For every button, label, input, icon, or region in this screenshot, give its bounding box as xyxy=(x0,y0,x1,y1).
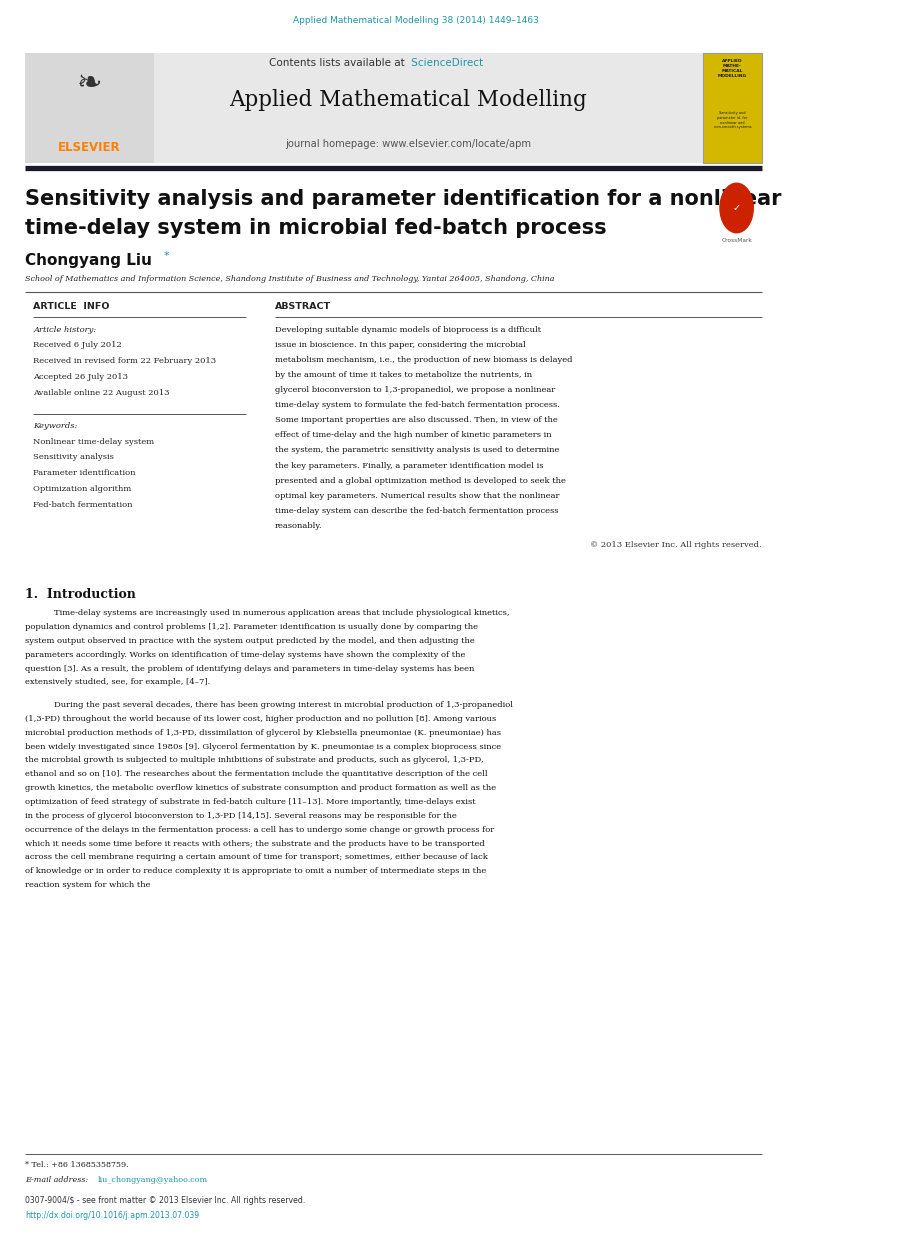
Text: Optimization algorithm: Optimization algorithm xyxy=(34,485,132,493)
Text: issue in bioscience. In this paper, considering the microbial: issue in bioscience. In this paper, cons… xyxy=(275,340,525,349)
Text: ScienceDirect: ScienceDirect xyxy=(408,58,483,68)
Text: system output observed in practice with the system output predicted by the model: system output observed in practice with … xyxy=(25,636,474,645)
Text: across the cell membrane requiring a certain amount of time for transport; somet: across the cell membrane requiring a cer… xyxy=(25,853,488,862)
Text: Contents lists available at: Contents lists available at xyxy=(268,58,408,68)
FancyBboxPatch shape xyxy=(703,53,762,163)
Text: optimization of feed strategy of substrate in fed-batch culture [11–13]. More im: optimization of feed strategy of substra… xyxy=(25,799,475,806)
Text: Sensitivity analysis: Sensitivity analysis xyxy=(34,453,114,462)
Text: presented and a global optimization method is developed to seek the: presented and a global optimization meth… xyxy=(275,477,566,484)
Text: Some important properties are also discussed. Then, in view of the: Some important properties are also discu… xyxy=(275,416,558,425)
Text: reasonably.: reasonably. xyxy=(275,522,322,530)
Text: Developing suitable dynamic models of bioprocess is a difficult: Developing suitable dynamic models of bi… xyxy=(275,326,541,333)
Text: Fed-batch fermentation: Fed-batch fermentation xyxy=(34,501,132,509)
Text: 1.  Introduction: 1. Introduction xyxy=(25,588,136,602)
Text: Applied Mathematical Modelling: Applied Mathematical Modelling xyxy=(229,89,587,111)
Text: Chongyang Liu: Chongyang Liu xyxy=(25,253,151,267)
Text: APPLIED
MATHE-
MATICAL
MODELLING: APPLIED MATHE- MATICAL MODELLING xyxy=(718,59,747,78)
Text: ethanol and so on [10]. The researches about the fermentation include the quanti: ethanol and so on [10]. The researches a… xyxy=(25,770,488,779)
Text: effect of time-delay and the high number of kinetic parameters in: effect of time-delay and the high number… xyxy=(275,431,551,439)
Text: microbial production methods of 1,3-PD, dissimilation of glycerol by Klebsiella : microbial production methods of 1,3-PD, … xyxy=(25,729,501,737)
Text: *: * xyxy=(164,251,170,261)
Text: time-delay system in microbial fed-batch process: time-delay system in microbial fed-batch… xyxy=(25,218,607,238)
Text: glycerol bioconversion to 1,3-propanediol, we propose a nonlinear: glycerol bioconversion to 1,3-propanedio… xyxy=(275,386,555,394)
Text: the key parameters. Finally, a parameter identification model is: the key parameters. Finally, a parameter… xyxy=(275,462,543,469)
Text: Received 6 July 2012: Received 6 July 2012 xyxy=(34,342,122,349)
Text: in the process of glycerol bioconversion to 1,3-PD [14,15]. Several reasons may : in the process of glycerol bioconversion… xyxy=(25,812,457,820)
Text: optimal key parameters. Numerical results show that the nonlinear: optimal key parameters. Numerical result… xyxy=(275,491,560,500)
Text: ✓: ✓ xyxy=(733,203,741,213)
Text: reaction system for which the: reaction system for which the xyxy=(25,881,151,889)
Text: by the amount of time it takes to metabolize the nutrients, in: by the amount of time it takes to metabo… xyxy=(275,371,532,379)
Text: parameters accordingly. Works on identification of time-delay systems have shown: parameters accordingly. Works on identif… xyxy=(25,651,465,659)
Text: ❧: ❧ xyxy=(76,69,102,98)
Text: http://dx.doi.org/10.1016/j.apm.2013.07.039: http://dx.doi.org/10.1016/j.apm.2013.07.… xyxy=(25,1211,200,1219)
Text: (1,3-PD) throughout the world because of its lower cost, higher production and n: (1,3-PD) throughout the world because of… xyxy=(25,714,496,723)
Text: time-delay system to formulate the fed-batch fermentation process.: time-delay system to formulate the fed-b… xyxy=(275,401,560,409)
Text: liu_chongyang@yahoo.com: liu_chongyang@yahoo.com xyxy=(98,1176,209,1184)
FancyBboxPatch shape xyxy=(25,53,757,163)
Text: Applied Mathematical Modelling 38 (2014) 1449–1463: Applied Mathematical Modelling 38 (2014)… xyxy=(293,16,539,25)
Text: the system, the parametric sensitivity analysis is used to determine: the system, the parametric sensitivity a… xyxy=(275,447,559,454)
Text: Keywords:: Keywords: xyxy=(34,422,78,430)
Text: Nonlinear time-delay system: Nonlinear time-delay system xyxy=(34,437,154,446)
Text: Available online 22 August 2013: Available online 22 August 2013 xyxy=(34,389,170,397)
Text: population dynamics and control problems [1,2]. Parameter identification is usua: population dynamics and control problems… xyxy=(25,623,478,631)
Text: Time-delay systems are increasingly used in numerous application areas that incl: Time-delay systems are increasingly used… xyxy=(54,609,510,617)
Text: Parameter identification: Parameter identification xyxy=(34,469,136,478)
Text: CrossMark: CrossMark xyxy=(721,238,752,243)
Text: been widely investigated since 1980s [9]. Glycerol fermentation by K. pneumoniae: been widely investigated since 1980s [9]… xyxy=(25,743,501,750)
Text: occurrence of the delays in the fermentation process: a cell has to undergo some: occurrence of the delays in the fermenta… xyxy=(25,826,494,833)
Text: 0307-9004/$ - see front matter © 2013 Elsevier Inc. All rights reserved.: 0307-9004/$ - see front matter © 2013 El… xyxy=(25,1196,306,1205)
Text: During the past several decades, there has been growing interest in microbial pr: During the past several decades, there h… xyxy=(54,701,513,709)
Text: E-mail address:: E-mail address: xyxy=(25,1176,88,1184)
Text: journal homepage: www.elsevier.com/locate/apm: journal homepage: www.elsevier.com/locat… xyxy=(285,139,531,149)
Text: of knowledge or in order to reduce complexity it is appropriate to omit a number: of knowledge or in order to reduce compl… xyxy=(25,868,486,875)
Text: Article history:: Article history: xyxy=(34,326,96,333)
Text: the microbial growth is subjected to multiple inhibitions of substrate and produ: the microbial growth is subjected to mul… xyxy=(25,756,483,764)
Text: Received in revised form 22 February 2013: Received in revised form 22 February 201… xyxy=(34,358,217,365)
Text: ABSTRACT: ABSTRACT xyxy=(275,302,331,311)
Text: which it needs some time before it reacts with others; the substrate and the pro: which it needs some time before it react… xyxy=(25,839,484,848)
Text: ELSEVIER: ELSEVIER xyxy=(58,140,121,154)
Text: growth kinetics, the metabolic overflow kinetics of substrate consumption and pr: growth kinetics, the metabolic overflow … xyxy=(25,784,496,792)
FancyBboxPatch shape xyxy=(25,53,154,163)
Text: Accepted 26 July 2013: Accepted 26 July 2013 xyxy=(34,373,128,381)
Text: Sensitivity analysis and parameter identification for a nonlinear: Sensitivity analysis and parameter ident… xyxy=(25,189,782,209)
Text: * Tel.: +86 13685358759.: * Tel.: +86 13685358759. xyxy=(25,1161,129,1169)
Text: metabolism mechanism, i.e., the production of new biomass is delayed: metabolism mechanism, i.e., the producti… xyxy=(275,355,572,364)
Text: extensively studied, see, for example, [4–7].: extensively studied, see, for example, [… xyxy=(25,678,210,686)
Text: Sensitivity and
parameter id. for
nonlinear and
non-smooth systems: Sensitivity and parameter id. for nonlin… xyxy=(714,111,751,129)
Text: School of Mathematics and Information Science, Shandong Institute of Business an: School of Mathematics and Information Sc… xyxy=(25,275,554,282)
Text: time-delay system can describe the fed-batch fermentation process: time-delay system can describe the fed-b… xyxy=(275,506,558,515)
Text: © 2013 Elsevier Inc. All rights reserved.: © 2013 Elsevier Inc. All rights reserved… xyxy=(590,541,762,548)
Text: ARTICLE  INFO: ARTICLE INFO xyxy=(34,302,110,311)
Text: question [3]. As a result, the problem of identifying delays and parameters in t: question [3]. As a result, the problem o… xyxy=(25,665,474,672)
Circle shape xyxy=(720,183,754,233)
